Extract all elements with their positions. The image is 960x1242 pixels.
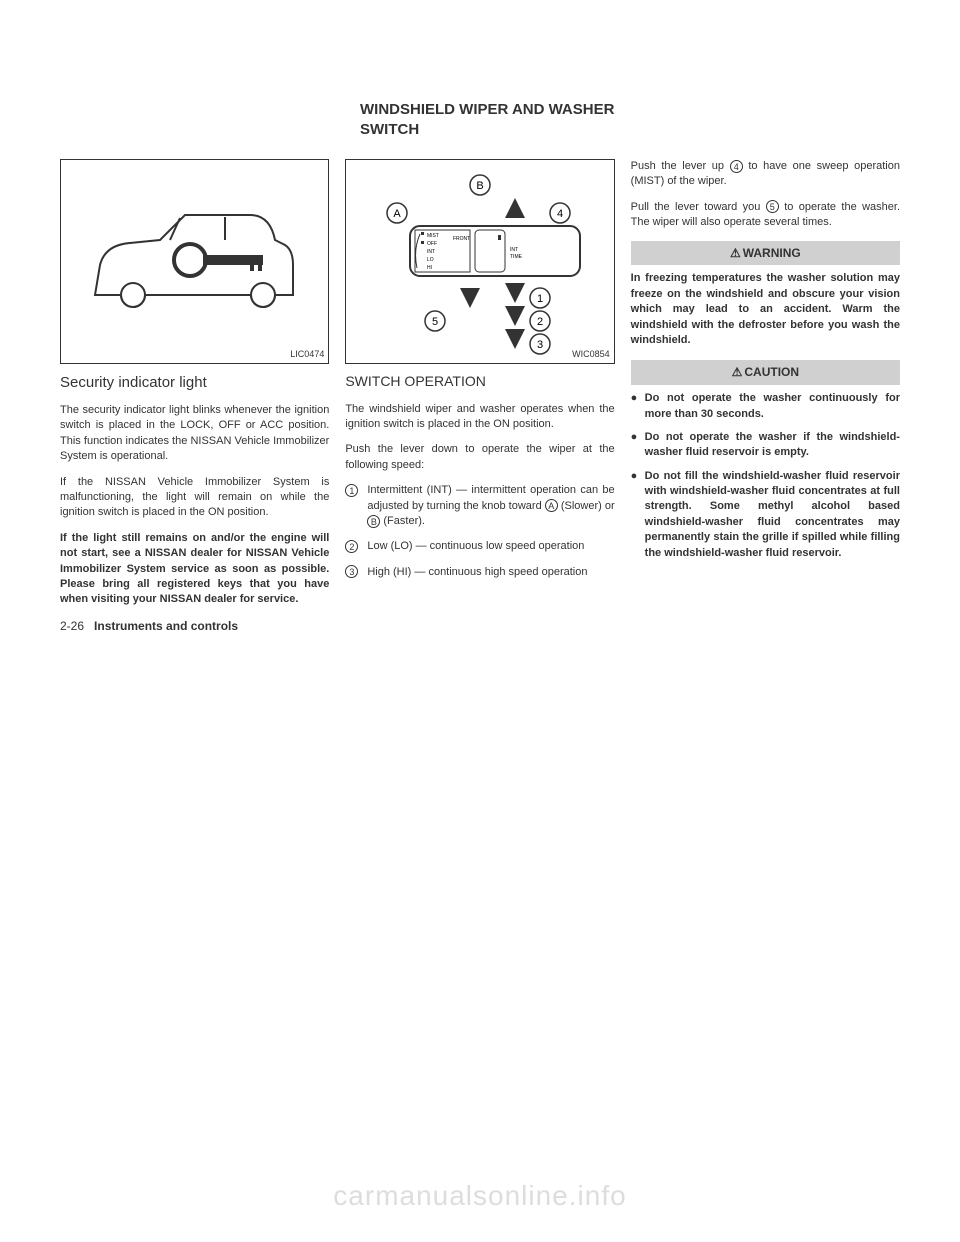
col1-p3: If the light still remains on and/or the… bbox=[60, 531, 329, 608]
warning-header: ⚠WARNING bbox=[631, 241, 900, 266]
page-number: 2-26 bbox=[60, 619, 84, 633]
svg-text:A: A bbox=[393, 208, 401, 220]
svg-text:HI: HI bbox=[427, 265, 432, 271]
section-header: WINDSHIELD WIPER AND WASHER SWITCH bbox=[360, 100, 900, 139]
figure-label-2: WIC0854 bbox=[572, 348, 610, 361]
column-1: LIC0474 Security indicator light The sec… bbox=[60, 159, 329, 634]
marker-3: 3 bbox=[345, 565, 367, 580]
marker-1: 1 bbox=[345, 483, 367, 529]
bullet-3: ● bbox=[631, 469, 645, 561]
content-columns: LIC0474 Security indicator light The sec… bbox=[60, 159, 900, 634]
figure-wiper-switch: B A 4 1 2 3 5 bbox=[345, 159, 614, 364]
svg-text:INT: INT bbox=[510, 247, 518, 253]
list-item-1: 1 Intermittent (INT) — intermittent oper… bbox=[345, 483, 614, 529]
list-item-3: 3 High (HI) — continuous high speed oper… bbox=[345, 565, 614, 580]
svg-text:MIST: MIST bbox=[427, 233, 439, 239]
caution-icon: ⚠ bbox=[732, 364, 743, 381]
svg-text:4: 4 bbox=[557, 208, 563, 220]
caution-item-2: ● Do not operate the washer if the winds… bbox=[631, 430, 900, 461]
svg-text:1: 1 bbox=[537, 293, 543, 305]
figure-label-1: LIC0474 bbox=[290, 348, 324, 361]
caution-item-1: ● Do not operate the washer continuously… bbox=[631, 391, 900, 422]
svg-text:TIME: TIME bbox=[510, 254, 523, 260]
svg-text:OFF: OFF bbox=[427, 241, 437, 247]
svg-text:3: 3 bbox=[537, 339, 543, 351]
item-3-content: High (HI) — continuous high speed operat… bbox=[367, 565, 614, 580]
col3-p2: Pull the lever toward you 5 to operate t… bbox=[631, 200, 900, 231]
caution-list: ● Do not operate the washer continuously… bbox=[631, 391, 900, 561]
col1-p2: If the NISSAN Vehicle Immobilizer System… bbox=[60, 475, 329, 521]
col3-p1: Push the lever up 4 to have one sweep op… bbox=[631, 159, 900, 190]
caution-item-3: ● Do not fill the windshield-washer flui… bbox=[631, 469, 900, 561]
list-item-2: 2 Low (LO) — continuous low speed operat… bbox=[345, 539, 614, 554]
item-2-content: Low (LO) — continuous low speed operatio… bbox=[367, 539, 614, 554]
warning-icon: ⚠ bbox=[730, 245, 741, 262]
svg-text:5: 5 bbox=[432, 316, 438, 328]
column-2: B A 4 1 2 3 5 bbox=[345, 159, 614, 634]
warning-body: In freezing temperatures the washer solu… bbox=[631, 271, 900, 348]
svg-text:B: B bbox=[476, 180, 483, 192]
marker-2: 2 bbox=[345, 539, 367, 554]
wiper-switch-illustration: B A 4 1 2 3 5 bbox=[355, 168, 605, 358]
svg-text:LO: LO bbox=[427, 257, 434, 263]
footer-section: Instruments and controls bbox=[94, 619, 238, 633]
car-key-illustration bbox=[75, 185, 315, 335]
bullet-1: ● bbox=[631, 391, 645, 422]
watermark: carmanualsonline.info bbox=[0, 1180, 960, 1212]
page: WINDSHIELD WIPER AND WASHER SWITCH LIC0 bbox=[0, 0, 960, 694]
heading-switch-operation: SWITCH OPERATION bbox=[345, 372, 614, 392]
header-line1: WINDSHIELD WIPER AND WASHER SWITCH bbox=[360, 101, 614, 138]
col2-p1: The windshield wiper and washer operates… bbox=[345, 402, 614, 433]
caution-header: ⚠CAUTION bbox=[631, 360, 900, 385]
column-3: Push the lever up 4 to have one sweep op… bbox=[631, 159, 900, 634]
figure-security-light: LIC0474 bbox=[60, 159, 329, 364]
page-footer: 2-26 Instruments and controls bbox=[60, 618, 329, 635]
heading-security: Security indicator light bbox=[60, 372, 329, 393]
svg-text:2: 2 bbox=[537, 316, 543, 328]
svg-text:INT: INT bbox=[427, 249, 435, 255]
item-1-content: Intermittent (INT) — intermittent operat… bbox=[367, 483, 614, 529]
bullet-2: ● bbox=[631, 430, 645, 461]
svg-text:FRONT: FRONT bbox=[453, 236, 470, 242]
col1-p1: The security indicator light blinks when… bbox=[60, 403, 329, 465]
col2-p2: Push the lever down to operate the wiper… bbox=[345, 442, 614, 473]
